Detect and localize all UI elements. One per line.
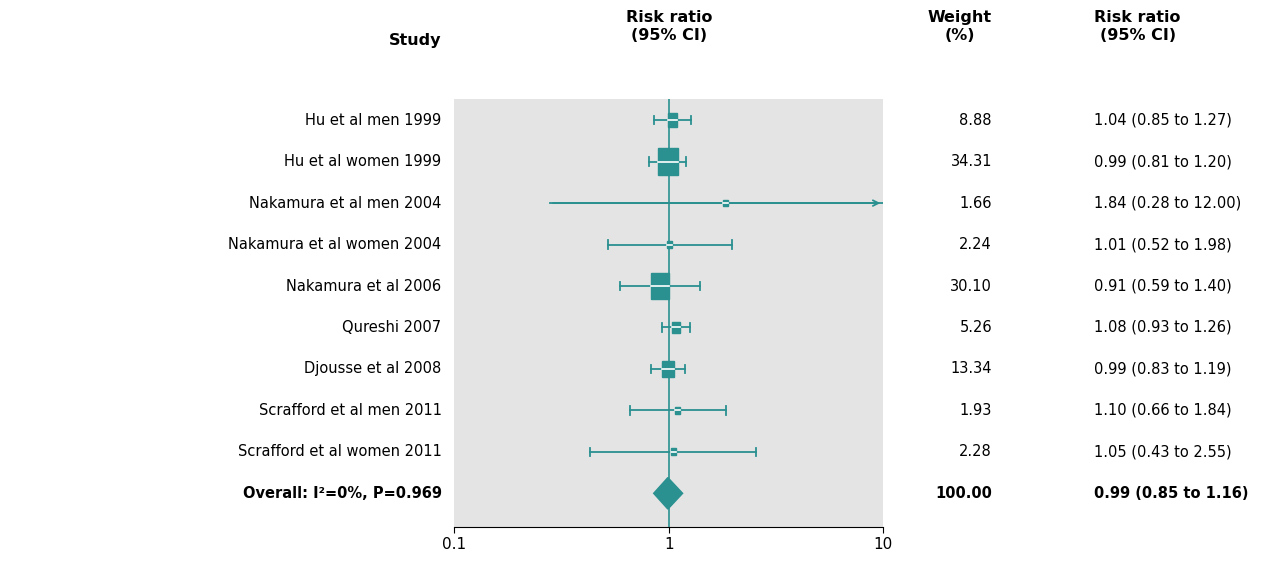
Text: 1.05 (0.43 to 2.55): 1.05 (0.43 to 2.55) — [1094, 445, 1233, 459]
Polygon shape — [667, 241, 672, 248]
Polygon shape — [652, 273, 669, 299]
Polygon shape — [671, 448, 676, 455]
Text: Nakamura et al 2006: Nakamura et al 2006 — [287, 278, 442, 294]
Polygon shape — [668, 113, 677, 127]
Text: 13.34: 13.34 — [951, 362, 992, 377]
Text: 0.99 (0.83 to 1.19): 0.99 (0.83 to 1.19) — [1094, 362, 1231, 377]
Polygon shape — [662, 360, 673, 377]
Text: 5.26: 5.26 — [960, 320, 992, 335]
Text: Hu et al men 1999: Hu et al men 1999 — [306, 113, 442, 128]
Text: 0.91 (0.59 to 1.40): 0.91 (0.59 to 1.40) — [1094, 278, 1233, 294]
Text: 1.01 (0.52 to 1.98): 1.01 (0.52 to 1.98) — [1094, 237, 1233, 252]
Text: Scrafford et al men 2011: Scrafford et al men 2011 — [259, 403, 442, 418]
Text: 1.93: 1.93 — [960, 403, 992, 418]
Text: 0.99 (0.85 to 1.16): 0.99 (0.85 to 1.16) — [1094, 486, 1249, 501]
Text: 0.99 (0.81 to 1.20): 0.99 (0.81 to 1.20) — [1094, 154, 1233, 169]
Text: 2.24: 2.24 — [959, 237, 992, 252]
Text: 1.10 (0.66 to 1.84): 1.10 (0.66 to 1.84) — [1094, 403, 1233, 418]
Polygon shape — [723, 200, 728, 206]
Text: Risk ratio
(95% CI): Risk ratio (95% CI) — [626, 10, 712, 43]
Text: Nakamura et al women 2004: Nakamura et al women 2004 — [228, 237, 442, 252]
Text: 1.08 (0.93 to 1.26): 1.08 (0.93 to 1.26) — [1094, 320, 1233, 335]
Text: 1.66: 1.66 — [960, 195, 992, 211]
Polygon shape — [654, 477, 682, 509]
Text: Nakamura et al men 2004: Nakamura et al men 2004 — [250, 195, 442, 211]
Text: 1.84 (0.28 to 12.00): 1.84 (0.28 to 12.00) — [1094, 195, 1242, 211]
Text: Qureshi 2007: Qureshi 2007 — [343, 320, 442, 335]
Text: 30.10: 30.10 — [950, 278, 992, 294]
Text: 34.31: 34.31 — [951, 154, 992, 169]
Text: Hu et al women 1999: Hu et al women 1999 — [284, 154, 442, 169]
Text: Overall: I²=0%, P=0.969: Overall: I²=0%, P=0.969 — [243, 486, 442, 501]
Text: 100.00: 100.00 — [936, 486, 992, 501]
Text: Risk ratio
(95% CI): Risk ratio (95% CI) — [1094, 10, 1181, 43]
Text: Weight
(%): Weight (%) — [928, 10, 992, 43]
Polygon shape — [672, 322, 680, 333]
Text: Djousse et al 2008: Djousse et al 2008 — [305, 362, 442, 377]
Text: 1.04 (0.85 to 1.27): 1.04 (0.85 to 1.27) — [1094, 113, 1233, 128]
Text: 2.28: 2.28 — [959, 445, 992, 459]
Text: Study: Study — [389, 33, 442, 49]
Polygon shape — [658, 148, 677, 175]
Text: 8.88: 8.88 — [960, 113, 992, 128]
Polygon shape — [675, 407, 680, 414]
Text: Scrafford et al women 2011: Scrafford et al women 2011 — [238, 445, 442, 459]
